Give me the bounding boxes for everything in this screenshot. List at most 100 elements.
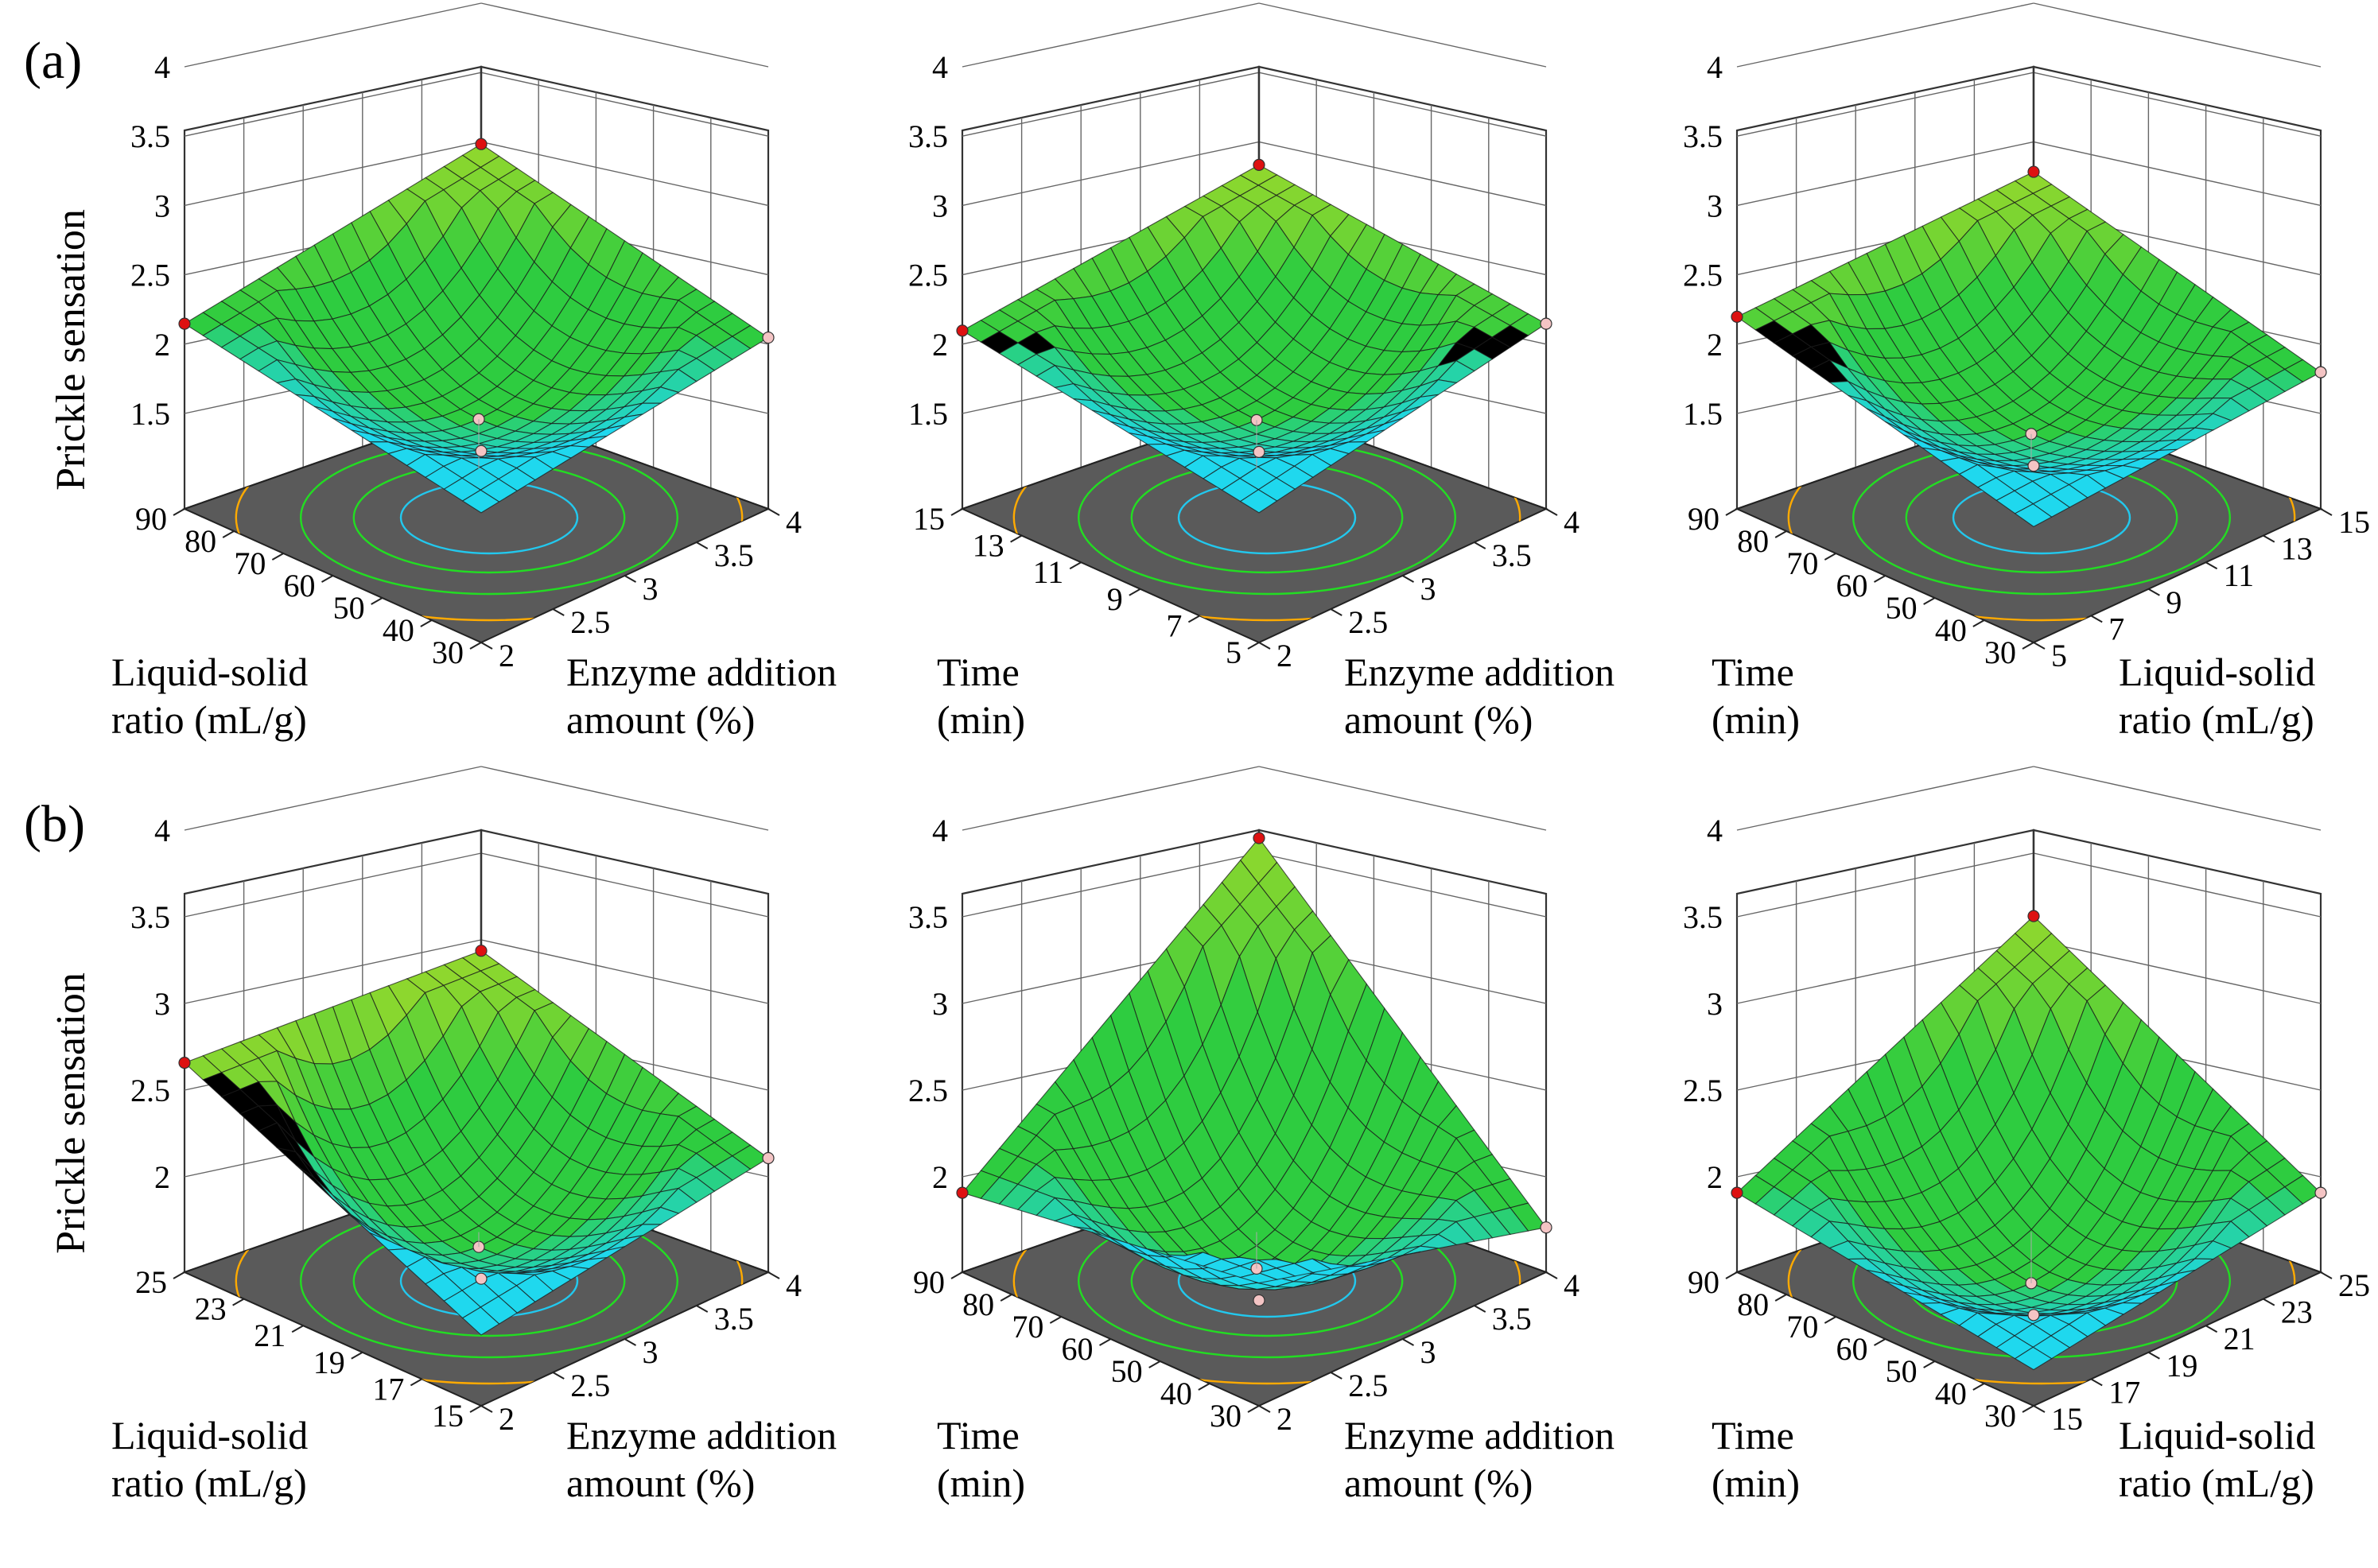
x-tick [1923, 1360, 1936, 1368]
x-tick-label: 90 [135, 501, 167, 537]
surface-facet [2014, 503, 2053, 527]
y-axis-title: Enzyme addition [1344, 1413, 1614, 1457]
grid-line [2033, 852, 2322, 918]
x-tick-label: 70 [234, 545, 266, 581]
y-tick-label: 21 [2224, 1321, 2256, 1356]
z-tick-label: 3.5 [1683, 118, 1723, 154]
panel-label-b: (b) [24, 795, 85, 853]
x-tick-label: 50 [1886, 590, 1918, 626]
y-tick-label: 2 [1276, 638, 1292, 673]
y-axis-title: Enzyme addition [1344, 650, 1614, 694]
grid-line [1258, 766, 1547, 831]
x-tick-label: 15 [913, 501, 945, 537]
z-tick-label: 4 [154, 813, 170, 848]
x-tick [469, 1405, 482, 1413]
x-tick-label: 50 [1886, 1353, 1918, 1389]
panel-label-a: (a) [24, 32, 82, 90]
x-tick [1725, 508, 1738, 516]
x-tick [1774, 1294, 1787, 1302]
grid-line [1736, 766, 2034, 831]
x-tick-label: 30 [432, 635, 464, 670]
y-axis-title: Enzyme addition [566, 1413, 837, 1457]
response-surface [183, 950, 769, 1336]
x-axis-title: Time [1712, 1413, 1794, 1457]
x-tick [371, 597, 383, 605]
y-tick [480, 642, 493, 650]
grid-line [2033, 766, 2322, 831]
y-tick [552, 608, 565, 616]
z-tick-label: 2.5 [908, 258, 948, 293]
x-tick [1247, 642, 1260, 650]
x-tick [1247, 1405, 1260, 1413]
design-point [1253, 158, 1265, 171]
y-tick [2263, 1298, 2275, 1306]
x-tick-label: 90 [1688, 1264, 1719, 1300]
grid-line [480, 852, 769, 918]
z-tick-label: 3 [932, 986, 948, 1022]
z-tick-label: 3 [932, 188, 948, 223]
grid-line [184, 939, 482, 1004]
x-tick [173, 1271, 185, 1279]
x-tick [1198, 1383, 1210, 1391]
z-tick-label: 2 [932, 1159, 948, 1195]
y-tick-label: 4 [786, 1267, 802, 1303]
y-tick [1545, 508, 1558, 516]
x-tick [410, 1378, 422, 1387]
grid-line [480, 2, 769, 68]
y-tick [480, 1405, 493, 1413]
x-axis-title: Time [1712, 650, 1794, 694]
grid-line [962, 852, 1260, 918]
x-axis-title: (min) [937, 1461, 1025, 1505]
x-axis-title: (min) [1712, 1461, 1800, 1505]
x-tick-label: 40 [1935, 612, 1967, 648]
z-tick-label: 2.5 [130, 258, 170, 293]
grid-line [1736, 2, 2034, 68]
response-surface [183, 143, 770, 514]
x-tick-label: 50 [1111, 1353, 1143, 1389]
x-tick [1874, 575, 1886, 583]
y-tick-label: 2 [499, 1401, 515, 1437]
x-tick-label: 21 [254, 1318, 286, 1353]
x-tick [1129, 588, 1141, 596]
x-tick-label: 80 [1737, 523, 1769, 559]
x-tick [1099, 1338, 1111, 1346]
y-tick-label: 4 [786, 504, 802, 540]
y-tick-label: 3.5 [1492, 1301, 1532, 1337]
y-tick [767, 1271, 780, 1279]
x-tick [1824, 1316, 1836, 1324]
z-tick-label: 4 [932, 49, 948, 85]
design-point [475, 945, 488, 957]
design-point [475, 138, 488, 150]
y-tick-label: 17 [2108, 1374, 2140, 1410]
x-tick [173, 508, 185, 516]
y-tick-label: 3 [1420, 571, 1436, 607]
design-point [1731, 1186, 1743, 1199]
y-tick-label: 13 [2281, 531, 2313, 567]
grid-line [1736, 852, 2034, 918]
x-tick-label: 90 [1688, 501, 1719, 537]
surface-plot-3: 1.5 2 2.5 3 3.5 4 30 40 50 60 70 80 90 5 7 9 11 13 15 Time(… [1683, 2, 2370, 742]
design-point [2027, 1309, 2040, 1322]
grid-line [2033, 2, 2322, 68]
surface-plot-6: 2 2.5 3 3.5 4 30 40 50 60 70 80 90 15 17 19 21 23 25 Time(… [1683, 766, 2370, 1505]
x-tick [1725, 1271, 1738, 1279]
z-tick-label: 2.5 [908, 1073, 948, 1108]
y-tick [1330, 608, 1342, 616]
grid-line [1258, 72, 1547, 137]
x-tick [1000, 1294, 1012, 1302]
y-tick-label: 2.5 [570, 1368, 610, 1403]
z-tick-label: 3 [154, 986, 170, 1022]
y-tick [1330, 1372, 1342, 1380]
x-tick-label: 80 [1737, 1287, 1769, 1322]
grid-line [962, 766, 1260, 831]
surface-plots: 1.5 2 2.5 3 3.5 4 30 40 50 60 70 80 90 2 2.5 3 3.5 4 Liqui… [49, 2, 2370, 1505]
z-tick-label: 2 [1707, 327, 1723, 363]
grid-line [480, 72, 769, 137]
y-tick [696, 1305, 709, 1313]
grid-line [1736, 939, 2034, 1004]
grid-line [480, 939, 769, 1004]
x-tick [1049, 1316, 1062, 1324]
y-axis-title: Enzyme addition [566, 650, 837, 694]
x-tick [1069, 561, 1082, 570]
response-surface [1735, 171, 2322, 527]
